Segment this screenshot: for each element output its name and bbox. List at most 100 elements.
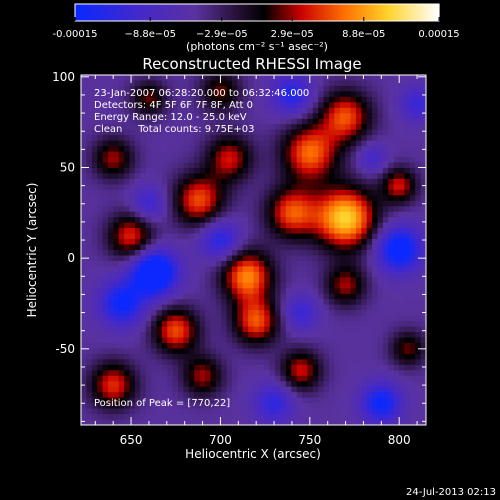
heatmap-pixel — [86, 239, 93, 246]
heatmap-pixel — [221, 162, 228, 169]
heatmap-pixel — [404, 260, 411, 267]
heatmap-pixel — [199, 85, 206, 92]
heatmap-pixel — [81, 337, 87, 344]
heatmap-pixel — [242, 80, 249, 87]
heatmap-pixel — [382, 211, 389, 218]
heatmap-pixel — [269, 260, 276, 267]
heatmap-pixel — [269, 277, 276, 284]
heatmap-pixel — [242, 135, 249, 142]
heatmap-pixel — [151, 129, 157, 136]
heatmap-pixel — [361, 408, 368, 415]
heatmap-pixel — [188, 239, 195, 246]
heatmap-pixel — [399, 151, 405, 158]
heatmap-pixel — [296, 255, 303, 262]
heatmap-pixel — [415, 157, 422, 163]
heatmap-pixel — [210, 162, 217, 169]
heatmap-pixel — [280, 414, 287, 421]
heatmap-pixel — [361, 184, 368, 191]
heatmap-pixel — [81, 266, 87, 273]
heatmap-pixel — [194, 189, 201, 196]
heatmap-pixel — [129, 222, 136, 229]
heatmap-pixel — [134, 348, 141, 355]
heatmap-pixel — [328, 244, 335, 251]
heatmap-pixel — [194, 211, 201, 218]
heatmap-pixel — [366, 370, 373, 377]
heatmap-pixel — [372, 260, 378, 267]
heatmap-pixel — [372, 80, 378, 87]
heatmap-pixel — [399, 299, 405, 306]
heatmap-pixel — [178, 408, 184, 415]
heatmap-pixel — [307, 157, 314, 163]
heatmap-pixel — [388, 392, 395, 399]
heatmap-pixel — [420, 113, 426, 120]
heatmap-pixel — [404, 173, 411, 180]
heatmap-pixel — [291, 96, 298, 103]
heatmap-pixel — [81, 211, 87, 218]
heatmap-pixel — [366, 233, 373, 240]
heatmap-pixel — [215, 124, 222, 131]
heatmap-pixel — [339, 348, 346, 355]
heatmap-pixel — [215, 162, 222, 169]
heatmap-pixel — [361, 381, 368, 388]
heatmap-pixel — [420, 364, 426, 371]
heatmap-pixel — [302, 195, 308, 202]
heatmap-pixel — [388, 102, 395, 109]
heatmap-pixel — [215, 353, 222, 360]
heatmap-pixel — [210, 146, 217, 153]
heatmap-pixel — [350, 206, 357, 213]
colorbar-cell — [413, 4, 416, 21]
heatmap-pixel — [113, 157, 120, 163]
heatmap-pixel — [285, 375, 292, 382]
heatmap-pixel — [339, 321, 346, 328]
heatmap-pixel — [312, 206, 319, 213]
heatmap-pixel — [248, 129, 254, 136]
heatmap-pixel — [312, 162, 319, 169]
heatmap-pixel — [258, 167, 265, 174]
heatmap-pixel — [210, 200, 217, 207]
heatmap-pixel — [393, 397, 400, 404]
heatmap-pixel — [409, 310, 416, 317]
heatmap-pixel — [323, 353, 330, 360]
heatmap-pixel — [183, 140, 190, 147]
heatmap-pixel — [307, 233, 314, 240]
heatmap-pixel — [156, 189, 163, 196]
heatmap-pixel — [107, 173, 114, 180]
heatmap-pixel — [372, 408, 378, 415]
heatmap-pixel — [280, 189, 287, 196]
heatmap-pixel — [242, 173, 249, 180]
heatmap-pixel — [415, 167, 422, 174]
heatmap-pixel — [118, 113, 125, 120]
heatmap-pixel — [172, 364, 179, 371]
heatmap-pixel — [404, 299, 411, 306]
heatmap-pixel — [124, 337, 131, 344]
heatmap-pixel — [285, 195, 292, 202]
heatmap-pixel — [188, 146, 195, 153]
x-tick-label: 750 — [298, 433, 321, 447]
heatmap-pixel — [248, 266, 254, 273]
heatmap-pixel — [345, 85, 352, 92]
heatmap-pixel — [151, 337, 157, 344]
heatmap-pixel — [409, 304, 416, 311]
heatmap-pixel — [156, 315, 163, 322]
heatmap-pixel — [129, 353, 136, 360]
heatmap-pixel — [237, 211, 244, 218]
heatmap-pixel — [102, 419, 109, 425]
heatmap-pixel — [140, 200, 147, 207]
heatmap-pixel — [161, 342, 168, 349]
heatmap-pixel — [118, 107, 125, 114]
heatmap-pixel — [409, 271, 416, 278]
heatmap-pixel — [388, 250, 395, 256]
heatmap-pixel — [264, 233, 271, 240]
heatmap-pixel — [194, 124, 201, 131]
heatmap-pixel — [194, 326, 201, 333]
heatmap-pixel — [97, 332, 104, 338]
heatmap-pixel — [377, 408, 384, 415]
heatmap-pixel — [194, 299, 201, 306]
heatmap-pixel — [156, 403, 163, 410]
heatmap-pixel — [151, 381, 157, 388]
heatmap-pixel — [91, 113, 98, 120]
heatmap-pixel — [415, 200, 422, 207]
heatmap-pixel — [258, 260, 265, 267]
heatmap-pixel — [194, 157, 201, 163]
heatmap-pixel — [334, 282, 341, 289]
